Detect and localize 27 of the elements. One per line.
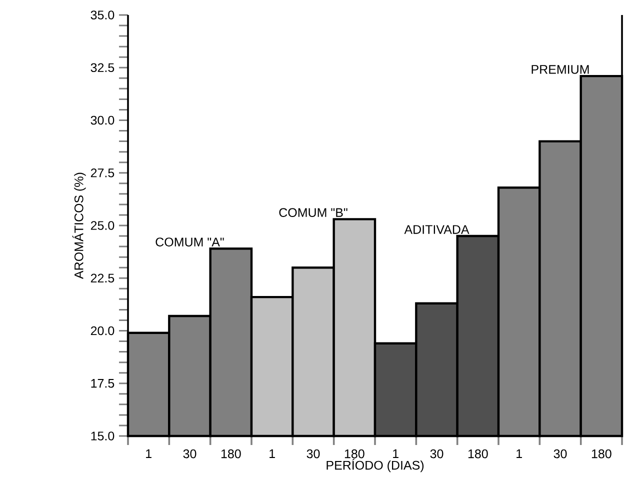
- series-label: PREMIUM: [532, 65, 589, 74]
- x-tick-label: 1: [393, 449, 398, 458]
- y-tick-label: 35.0: [90, 10, 114, 20]
- x-axis-title: PERÍODO (DIAS): [326, 458, 424, 472]
- x-tick-label: 180: [468, 449, 488, 458]
- y-tick-label: 20.0: [90, 326, 114, 336]
- y-tick-label: 15.0: [91, 432, 114, 440]
- y-tick-label: 32.5: [90, 63, 114, 72]
- x-tick-label: 180: [221, 449, 241, 458]
- x-tick-label: 30: [554, 449, 567, 458]
- y-axis-title: AROMÁTICOS (%): [72, 172, 86, 279]
- y-tick-label: 22.5: [90, 274, 114, 283]
- x-tick-label: 30: [430, 449, 444, 458]
- y-tick-label: 25.0: [90, 221, 114, 230]
- series-label: ADITIVADA: [404, 225, 470, 234]
- x-tick-label: 1: [146, 449, 152, 458]
- x-tick-label: 180: [344, 449, 364, 458]
- x-tick-label: 30: [183, 449, 196, 458]
- series-label: COMUM "A": [156, 238, 224, 246]
- series-label: COMUM "B": [279, 208, 348, 217]
- x-tick-label: 1: [270, 449, 275, 458]
- x-tick-label: 180: [592, 449, 612, 458]
- y-tick-label: 27.5: [90, 168, 114, 178]
- x-tick-label: 1: [516, 449, 522, 458]
- x-tick-label: 30: [306, 449, 320, 458]
- y-tick-label: 17.5: [91, 379, 114, 388]
- y-tick-label: 30.0: [90, 116, 114, 125]
